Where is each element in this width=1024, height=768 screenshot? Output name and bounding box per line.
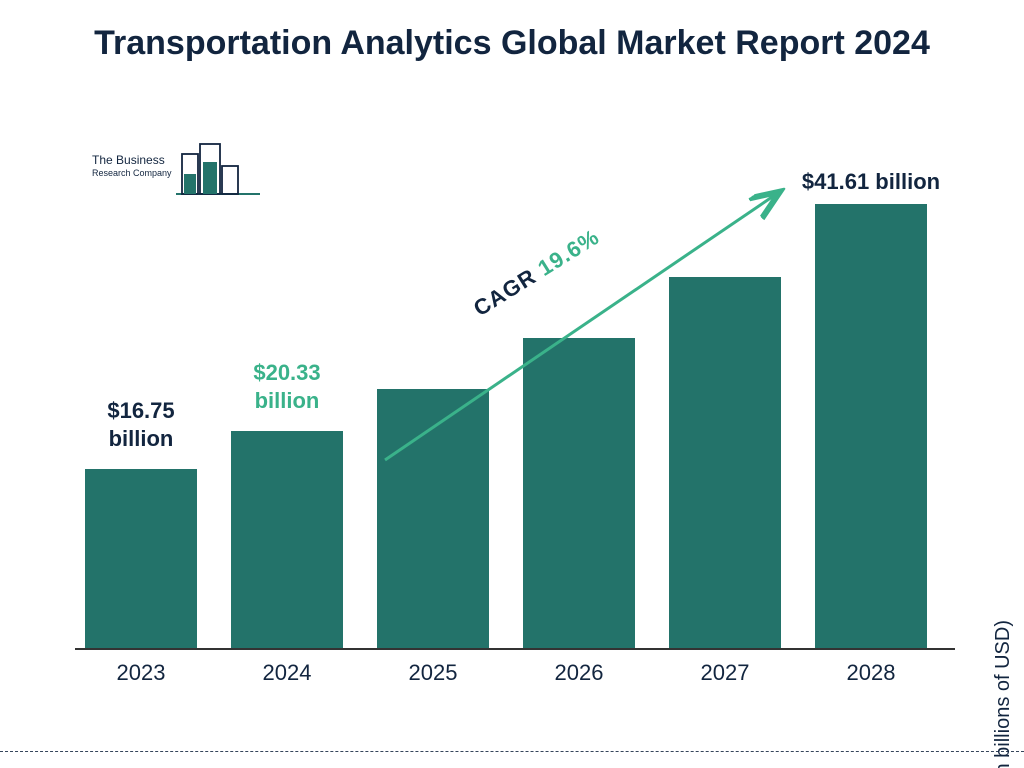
x-tick-label: 2025 xyxy=(363,660,503,686)
trend-arrow xyxy=(75,140,955,625)
bar-chart: CAGR 19.6% 202320242025202620272028 $16.… xyxy=(75,140,955,680)
x-tick-label: 2023 xyxy=(71,660,211,686)
chart-title: Transportation Analytics Global Market R… xyxy=(0,22,1024,65)
value-label: $16.75billion xyxy=(66,397,216,452)
value-label: $41.61 billion xyxy=(796,168,946,196)
y-axis-label: Market Size (in billions of USD) xyxy=(992,620,1015,768)
value-label: $20.33billion xyxy=(212,359,362,414)
x-tick-label: 2026 xyxy=(509,660,649,686)
chart-container: Transportation Analytics Global Market R… xyxy=(0,0,1024,768)
x-tick-label: 2027 xyxy=(655,660,795,686)
bottom-divider xyxy=(0,751,1024,752)
x-tick-label: 2028 xyxy=(801,660,941,686)
x-axis-line xyxy=(75,648,955,650)
x-tick-label: 2024 xyxy=(217,660,357,686)
